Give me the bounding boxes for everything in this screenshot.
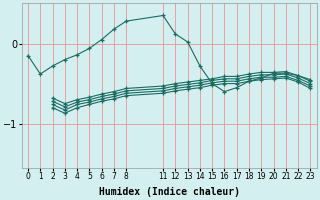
X-axis label: Humidex (Indice chaleur): Humidex (Indice chaleur) [99,186,240,197]
